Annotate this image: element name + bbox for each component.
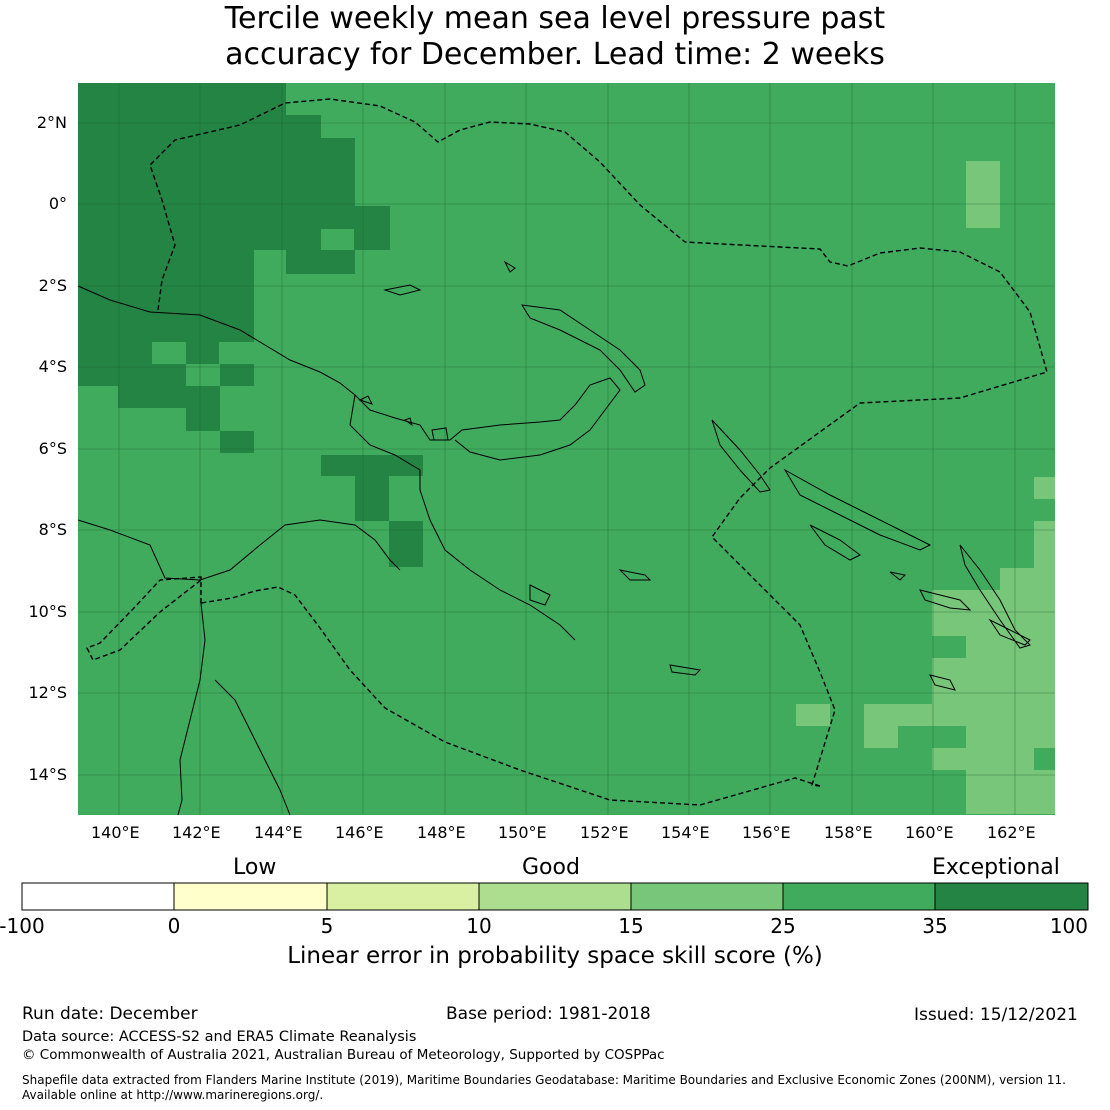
lon-tick: 140°E <box>91 823 140 842</box>
map-title-line-2: accuracy for December. Lead time: 2 week… <box>225 37 885 72</box>
colorbar-tick: 15 <box>618 914 644 938</box>
run-date: Run date: December <box>22 1004 198 1024</box>
lat-tick: 12°S <box>28 683 67 702</box>
colorbar-segment-1 <box>22 883 174 910</box>
high-skill-pocket <box>321 229 354 250</box>
lat-tick: 4°S <box>38 357 67 376</box>
graticule <box>78 83 1055 815</box>
lon-tick: 142°E <box>172 823 221 842</box>
lon-tick: 156°E <box>742 823 791 842</box>
colorbar-category-good: Good <box>522 855 580 880</box>
shapefile-credit-line-1: Shapefile data extracted from Flanders M… <box>22 1073 1066 1087</box>
lat-tick: 6°S <box>38 439 67 458</box>
colorbar-tick: 5 <box>320 914 334 938</box>
copyright: © Commonwealth of Australia 2021, Austra… <box>22 1047 665 1063</box>
map-title-line-1: Tercile weekly mean sea level pressure p… <box>224 1 886 36</box>
lon-tick: 146°E <box>335 823 384 842</box>
shapefile-credit-line-2: Available online at http://www.marinereg… <box>22 1088 324 1102</box>
lat-tick: 0° <box>48 194 67 213</box>
lat-tick: 2°S <box>38 276 67 295</box>
colorbar-category-exceptional: Exceptional <box>932 855 1060 880</box>
issued-date: Issued: 15/12/2021 <box>914 1005 1078 1025</box>
colorbar-tick: 0 <box>167 914 181 938</box>
lon-tick: 152°E <box>580 823 629 842</box>
lon-tick: 158°E <box>824 823 873 842</box>
base-period: Base period: 1981-2018 <box>446 1004 651 1024</box>
colorbar-segment-7 <box>935 883 1088 910</box>
colorbar-segment-2 <box>174 883 327 910</box>
colorbar-category-low: Low <box>233 855 277 880</box>
colorbar-tick: 10 <box>466 914 492 938</box>
colorbar <box>21 882 1089 911</box>
mid-skill-cells <box>796 161 1055 814</box>
lat-tick: 2°N <box>36 113 67 132</box>
lon-tick: 150°E <box>498 823 547 842</box>
colorbar-segment-5 <box>631 883 783 910</box>
lon-tick: 162°E <box>987 823 1036 842</box>
coastlines <box>77 260 1031 816</box>
lon-tick: 160°E <box>905 823 954 842</box>
lon-tick: 148°E <box>417 823 466 842</box>
colorbar-outline <box>21 882 1089 911</box>
lon-tick: 154°E <box>661 823 710 842</box>
colorbar-segment-4 <box>479 883 631 910</box>
colorbar-tick: 35 <box>922 914 948 938</box>
exceptional-skill-cells <box>78 83 423 567</box>
lon-tick: 144°E <box>254 823 303 842</box>
colorbar-tick: 100 <box>1049 914 1088 938</box>
lat-tick: 10°S <box>28 602 67 621</box>
high-skill-pocket-2 <box>1034 748 1055 770</box>
eez-boundary <box>86 98 1048 806</box>
colorbar-segment-6 <box>783 883 935 910</box>
colorbar-tick: -100 <box>0 914 45 938</box>
lat-tick: 8°S <box>38 520 67 539</box>
colorbar-segment-3 <box>327 883 479 910</box>
lat-tick: 14°S <box>28 765 67 784</box>
colorbar-tick: 25 <box>770 914 796 938</box>
colorbar-label: Linear error in probability space skill … <box>287 943 823 969</box>
data-source: Data source: ACCESS-S2 and ERA5 Climate … <box>22 1029 417 1045</box>
